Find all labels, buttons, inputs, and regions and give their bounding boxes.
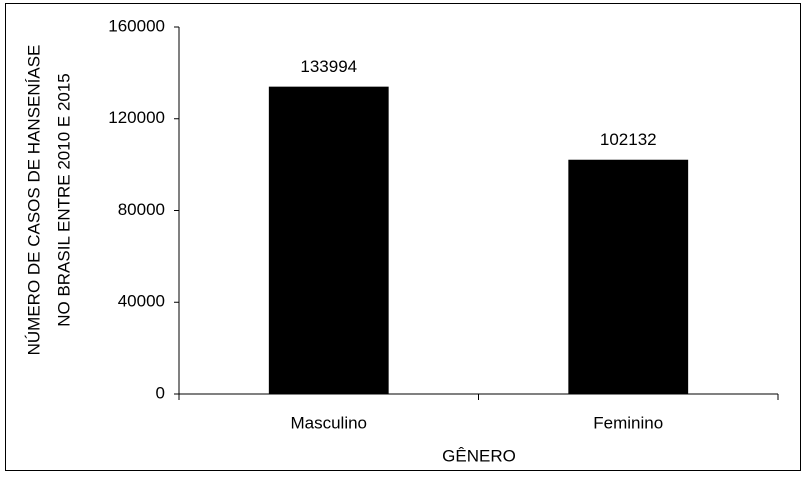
y-tick-label: 0 [156, 383, 165, 402]
data-label: 102132 [600, 130, 657, 149]
y-tick-label: 160000 [108, 16, 165, 35]
y-axis-label: NÚMERO DE CASOS DE HANSENÍASE [24, 45, 43, 356]
x-axis-label: GÊNERO [442, 446, 516, 465]
x-tick-label: Masculino [290, 413, 367, 432]
bar [268, 86, 389, 395]
y-tick-label: 120000 [108, 108, 165, 127]
y-tick-label: 40000 [118, 292, 165, 311]
data-label: 133994 [300, 57, 357, 76]
y-axis-label: NO BRASIL ENTRE 2010 E 2015 [54, 73, 73, 327]
y-tick-label: 80000 [118, 200, 165, 219]
x-tick-label: Feminino [593, 413, 663, 432]
bar [568, 159, 689, 394]
